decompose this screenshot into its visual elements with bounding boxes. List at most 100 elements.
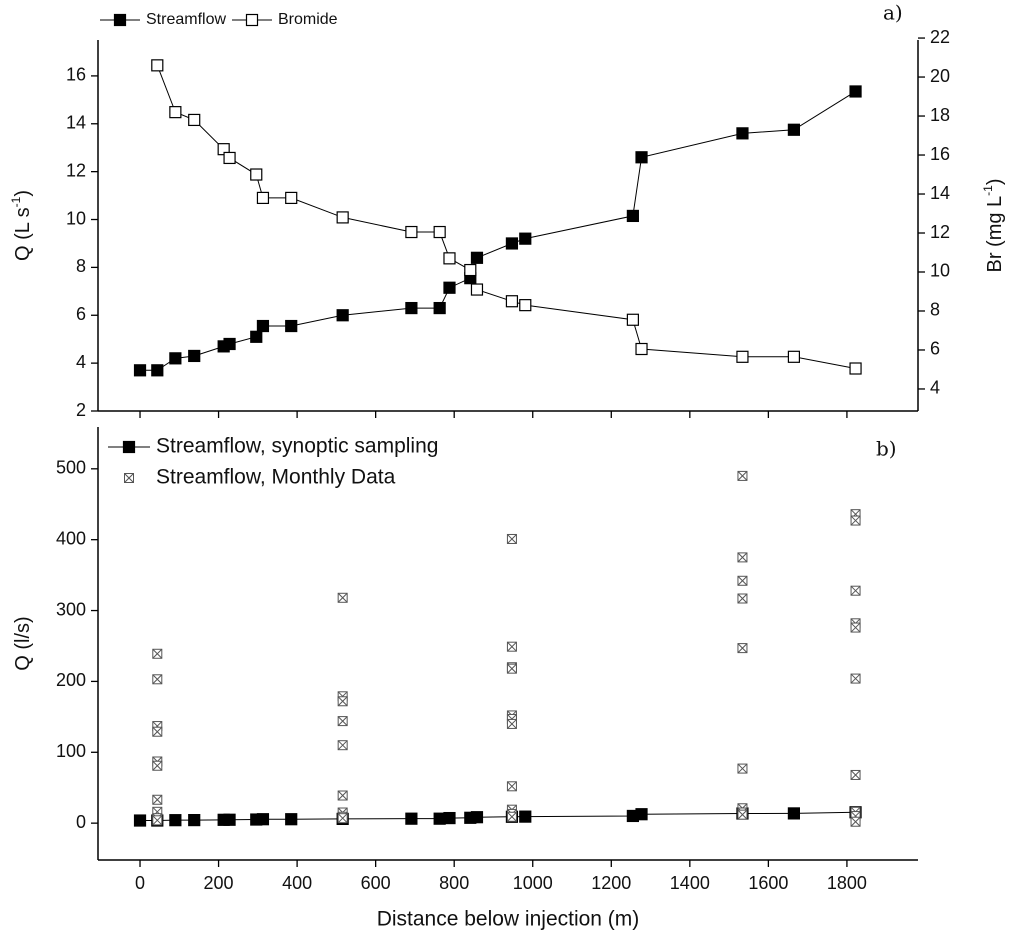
marker	[470, 283, 484, 296]
legend-marker	[122, 440, 136, 454]
marker	[188, 349, 201, 363]
series	[151, 59, 862, 375]
marker	[250, 168, 263, 181]
marker	[337, 813, 348, 824]
marker	[626, 209, 639, 223]
axis-label-part: -1	[981, 185, 995, 196]
marker	[635, 151, 648, 164]
marker	[337, 696, 348, 707]
marker	[336, 309, 349, 322]
marker	[405, 225, 418, 239]
marker-cross	[737, 471, 748, 481]
legend-entry: Bromide	[232, 11, 338, 28]
x-tick-label: 1000	[513, 873, 553, 893]
y2-tick-label: 20	[930, 66, 950, 86]
marker	[169, 352, 182, 365]
marker-cross	[152, 815, 163, 826]
marker	[433, 301, 446, 315]
marker	[443, 252, 456, 265]
marker	[849, 85, 862, 98]
marker-cross	[337, 592, 348, 603]
marker-cross	[337, 813, 348, 824]
marker	[506, 781, 517, 792]
x-tick-label: 600	[361, 873, 391, 893]
y2-tick-label: 8	[930, 300, 940, 320]
legend-label: Streamflow	[146, 11, 226, 28]
marker	[443, 811, 456, 825]
marker	[256, 319, 270, 333]
y-tick-label: 14	[66, 113, 86, 133]
marker	[337, 716, 348, 727]
x-axis-label: Distance below injection (m)	[377, 908, 640, 931]
axis-label: Q (l/s)	[12, 616, 34, 670]
marker	[169, 106, 182, 119]
y-tick-label: 0	[76, 812, 86, 832]
marker	[433, 225, 446, 239]
marker	[519, 299, 532, 312]
marker	[152, 815, 163, 826]
marker-cross	[850, 515, 861, 526]
marker-cross	[507, 719, 517, 729]
marker	[285, 319, 298, 333]
x-tick-label: 1600	[748, 873, 788, 893]
marker-cross	[124, 473, 134, 483]
x-tick-label: 400	[282, 873, 312, 893]
marker	[737, 643, 748, 654]
marker	[506, 663, 517, 674]
marker-cross	[152, 674, 163, 685]
series	[133, 806, 862, 827]
legend-marker	[113, 13, 127, 27]
marker	[285, 191, 298, 205]
legend-entry: Streamflow, synoptic sampling	[108, 435, 438, 458]
marker	[188, 113, 201, 127]
y2-tick-label: 6	[930, 339, 940, 359]
marker	[505, 237, 519, 250]
marker	[152, 726, 163, 737]
y-tick-label: 4	[76, 352, 86, 372]
marker	[285, 813, 298, 826]
marker-cross	[152, 794, 163, 805]
marker	[787, 123, 801, 136]
y-tick-label: 12	[66, 160, 86, 180]
marker-cross	[337, 740, 348, 751]
x-tick-label: 200	[204, 873, 234, 893]
marker-cross	[507, 663, 517, 674]
axis-label-part: )	[12, 190, 34, 197]
marker	[405, 301, 418, 315]
marker	[736, 127, 749, 140]
marker	[850, 816, 861, 827]
marker-cross	[737, 643, 748, 653]
series	[133, 85, 862, 377]
y-tick-label: 500	[56, 458, 86, 478]
marker	[635, 342, 648, 356]
axis-label-part: -1	[9, 196, 23, 207]
y-tick-label: 300	[56, 599, 86, 619]
x-tick-label: 800	[439, 873, 469, 893]
marker-cross	[152, 760, 163, 771]
marker	[626, 313, 639, 326]
marker	[337, 592, 348, 603]
legend-marker	[245, 13, 259, 27]
marker	[505, 295, 519, 308]
y2-tick-label: 12	[930, 222, 950, 242]
marker-cross	[737, 809, 748, 820]
axis-label-part: Br (mg L	[984, 196, 1006, 273]
axis-label: Q (L s-1)	[9, 190, 34, 261]
marker	[151, 364, 164, 377]
marker	[850, 769, 861, 780]
marker	[635, 808, 648, 821]
marker-cross	[737, 575, 748, 586]
x-tick-label: 1800	[827, 873, 867, 893]
y2-tick-label: 10	[930, 261, 950, 281]
marker-cross	[507, 811, 517, 822]
legend-entry: Streamflow	[100, 11, 226, 28]
marker-cross	[850, 770, 861, 780]
marker-cross	[152, 648, 163, 659]
marker	[506, 811, 517, 822]
marker	[737, 575, 748, 586]
marker	[256, 191, 270, 205]
marker-cross	[507, 641, 517, 652]
marker	[151, 59, 164, 72]
series-line	[140, 91, 856, 371]
